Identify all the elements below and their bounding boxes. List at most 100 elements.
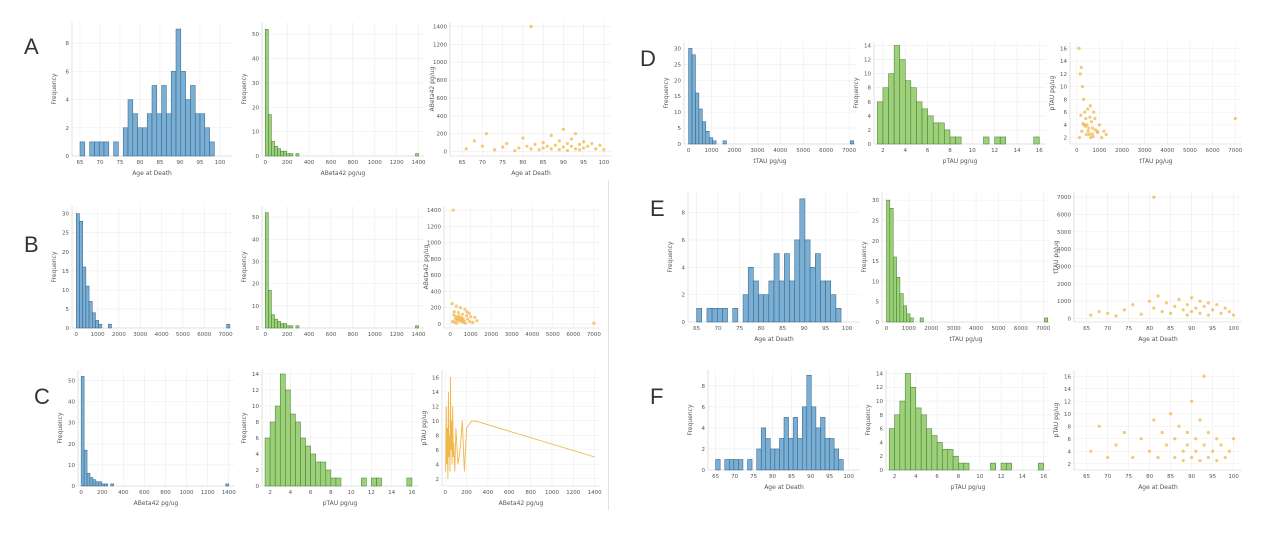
histogram-bar [729, 459, 735, 471]
chart-f2: 2 4 6 8 10 12 14 16 0 2 4 6 8 10 12 14 pTAU pg/ug Frequen… [865, 370, 1050, 491]
y-tick-label: 800 [437, 78, 448, 84]
panel-label-c: C [34, 384, 50, 409]
scatter-point [451, 208, 455, 212]
histogram-bar [300, 437, 306, 487]
histogram-bar [888, 73, 895, 145]
histogram-bar [315, 461, 322, 487]
y-tick-label: 0 [702, 468, 706, 474]
x-tick-label: 2000 [1115, 148, 1129, 154]
scatter-point [565, 141, 570, 146]
x-tick-label: 80 [1146, 326, 1153, 332]
histogram-bar [83, 449, 88, 487]
histogram-bar [742, 294, 749, 323]
y-tick-label: 0 [72, 484, 76, 490]
scatter-point [1077, 136, 1082, 140]
histogram-bar [794, 239, 801, 323]
scatter-point [533, 142, 537, 146]
x-tick-label: 6000 [1014, 326, 1028, 332]
histogram-bar [722, 308, 728, 323]
histogram-bar [132, 113, 138, 157]
histogram-bar [79, 221, 83, 329]
histogram-bar [722, 140, 727, 145]
y-tick-label: 40 [252, 237, 259, 243]
histogram-bar [733, 459, 739, 471]
scatter-point [1131, 455, 1135, 460]
scatter-point [458, 306, 463, 310]
histogram-bar [265, 29, 269, 157]
y-tick-label: 8 [436, 433, 440, 439]
x-tick-label: 1200 [390, 160, 404, 166]
y-tick-label: 2 [880, 454, 884, 460]
scatter-point [1100, 136, 1104, 140]
y-axis-label: Frequency [51, 73, 58, 104]
scatter-point [1086, 107, 1090, 111]
histogram-bar [289, 325, 294, 329]
histogram-bar [80, 376, 85, 487]
y-tick-label: 6 [436, 448, 440, 454]
scatter-point [463, 307, 467, 311]
x-tick-label: 90 [801, 326, 808, 332]
histogram-bar [695, 92, 700, 145]
histogram-bar [691, 54, 696, 145]
histogram-bar [910, 386, 917, 471]
y-tick-label: 30 [252, 81, 259, 87]
scatter-point [475, 319, 479, 323]
x-tick-label: 400 [118, 490, 129, 496]
x-tick-label: 8 [957, 474, 961, 480]
scatter-point [1090, 132, 1094, 136]
x-tick-label: 3000 [750, 148, 764, 154]
scatter-point [472, 139, 476, 143]
y-tick-label: 1000 [427, 241, 441, 247]
scatter-point [541, 146, 545, 150]
chart-b2: 0 200 400 600 800 1000 1200 1400 0 10 20 30 40 50 Freq… [241, 206, 426, 338]
y-tick-label: 50 [68, 379, 75, 385]
y-tick-label: 10 [872, 279, 879, 285]
chart-f3: 65 70 75 80 85 90 95 100 2 4 6 8 10 12 14 16 Age at Deat… [1053, 370, 1242, 491]
x-tick-label: 85 [540, 160, 547, 166]
y-tick-label: 5 [66, 307, 70, 313]
scatter-point [529, 147, 533, 151]
scatter-point [602, 148, 606, 152]
histogram-bar [909, 317, 914, 323]
y-tick-label: 40 [252, 57, 259, 63]
x-tick-label: 0 [1075, 148, 1079, 154]
histogram-bar [295, 421, 301, 487]
scatter-point [598, 143, 602, 147]
y-tick-label: 2 [868, 128, 872, 134]
scatter-point [1223, 306, 1227, 310]
scatter-point [1084, 132, 1088, 137]
histogram-bar [86, 473, 91, 487]
x-tick-label: 70 [1104, 326, 1111, 332]
chart-e3: 65 70 75 80 85 90 95 10001000200030004000500060… [1053, 192, 1242, 343]
histogram-bar [108, 323, 112, 329]
x-tick-label: 800 [348, 160, 359, 166]
x-tick-label: 90 [560, 160, 567, 166]
histogram-bar [835, 308, 842, 323]
histogram-bar [289, 153, 294, 157]
y-tick-label: 8 [880, 413, 884, 419]
histogram-bar [774, 448, 780, 471]
histogram-bar [882, 87, 889, 145]
scatter-point [1198, 311, 1202, 315]
scatter-point [1122, 308, 1126, 312]
y-tick-label: 14 [252, 372, 259, 378]
y-tick-label: 20 [674, 78, 681, 84]
histogram-bar [903, 305, 907, 323]
y-tick-label: 25 [62, 231, 69, 237]
y-tick-label: 20 [872, 239, 879, 245]
histogram-bar [889, 208, 894, 323]
scatter-point [1156, 294, 1160, 298]
scatter-point [1088, 104, 1092, 108]
histogram-bar [892, 256, 897, 323]
histogram-bar [161, 85, 167, 157]
histogram-bar [708, 137, 713, 145]
histogram-bar [747, 459, 753, 471]
chart-d3: 0 1000 2000 3000 4000 5000 6000 7000 2 4 6 8 10 12 14 1… [1049, 42, 1243, 165]
scatter-point [1088, 115, 1092, 119]
histogram-bar [809, 267, 816, 323]
y-axis-label: pTAU pg/ug [1053, 402, 1060, 437]
x-tick-label: 200 [461, 490, 472, 496]
scatter-point [1223, 455, 1227, 460]
histogram-bar [415, 325, 419, 329]
y-tick-label: 2000 [1057, 282, 1071, 288]
